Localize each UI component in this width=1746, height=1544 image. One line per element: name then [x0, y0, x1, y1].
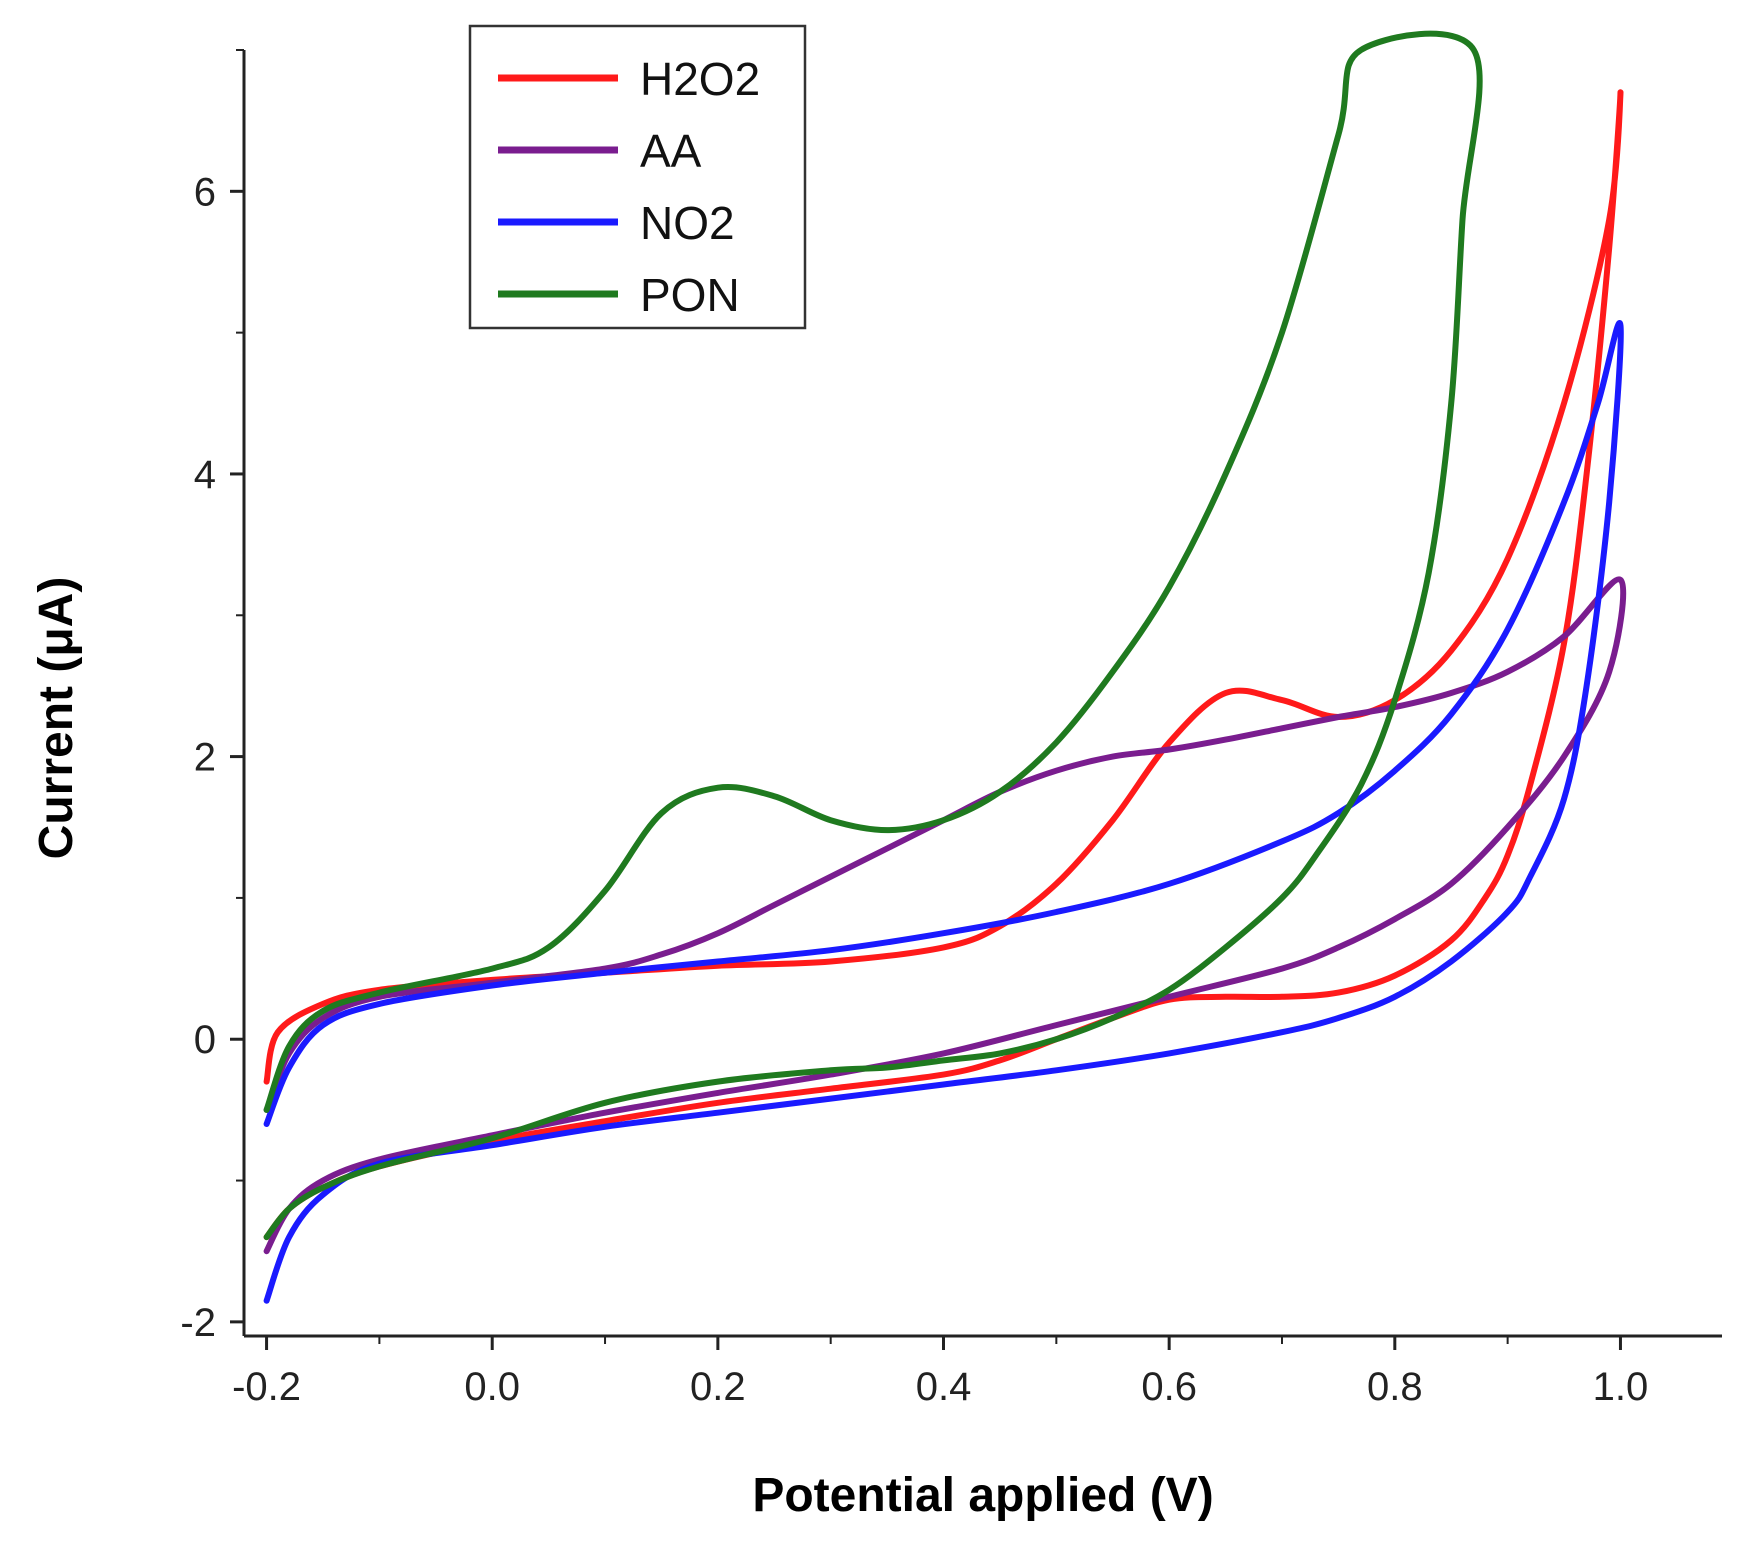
legend-entry-pon: PON — [498, 269, 740, 321]
series-line-pon — [263, 30, 1483, 1241]
x-tick-label: 0.8 — [1367, 1365, 1423, 1409]
axes — [242, 50, 1722, 1338]
x-tick-label: 0.6 — [1141, 1365, 1197, 1409]
y-tick-label: 4 — [194, 453, 216, 497]
legend-label-aa: AA — [640, 125, 702, 177]
series — [263, 30, 1627, 1304]
series-line-aa — [263, 576, 1627, 1255]
legend-label-pon: PON — [640, 269, 740, 321]
legend: H2O2 AA NO2 PON — [468, 24, 807, 330]
x-tick-label: 0.4 — [916, 1365, 972, 1409]
y-tick-label: 0 — [194, 1018, 216, 1062]
y-tick-label: -2 — [180, 1301, 216, 1345]
series-line-no2 — [263, 320, 1624, 1304]
x-tick-label: 1.0 — [1593, 1365, 1649, 1409]
x-tick-label: 0.2 — [690, 1365, 746, 1409]
x-tick-label: -0.2 — [232, 1365, 301, 1409]
x-tick-label: 0.0 — [464, 1365, 520, 1409]
y-tick-label: 2 — [194, 736, 216, 780]
legend-entry-aa: AA — [498, 125, 702, 177]
series-line-h2o2 — [263, 89, 1624, 1241]
ticks: -0.2 0.0 0.2 0.4 0.6 0.8 1.0 -2 0 2 4 6 — [180, 49, 1649, 1409]
legend-label-no2: NO2 — [640, 197, 735, 249]
legend-entry-no2: NO2 — [498, 197, 735, 249]
x-axis-title: Potential applied (V) — [752, 1469, 1213, 1522]
y-axis-title: Current (μA) — [30, 577, 83, 860]
y-tick-label: 6 — [194, 170, 216, 214]
legend-label-h2o2: H2O2 — [640, 53, 760, 105]
legend-entry-h2o2: H2O2 — [498, 53, 760, 105]
